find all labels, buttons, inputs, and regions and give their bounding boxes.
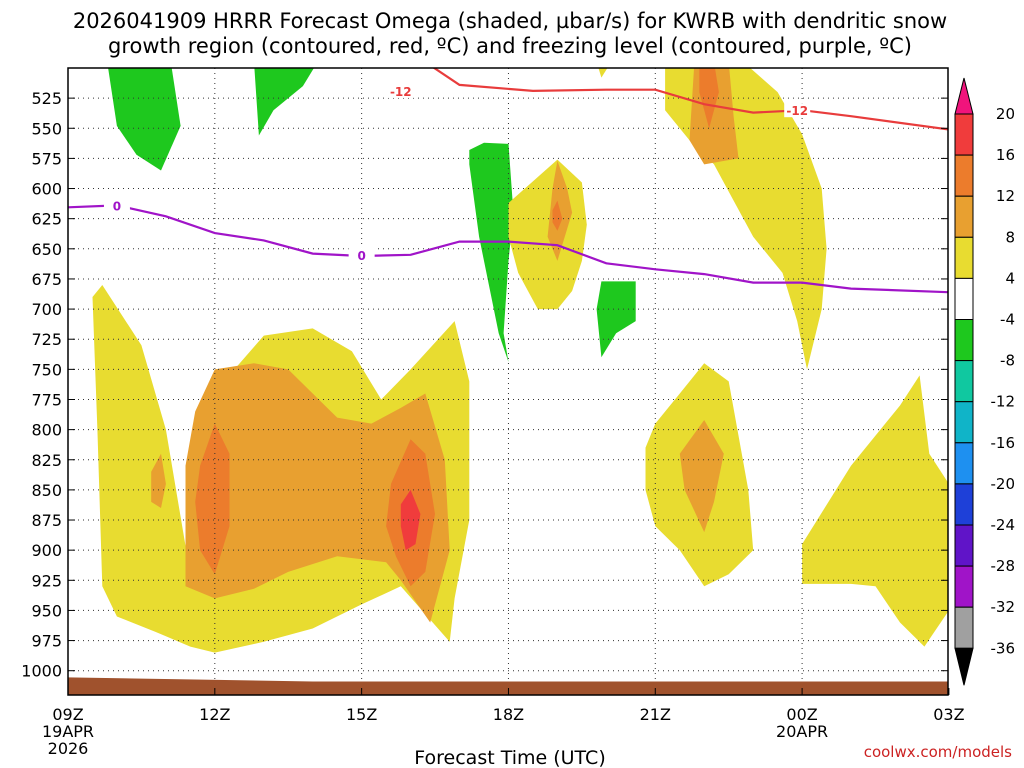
colorbar-label-6: -8 xyxy=(1000,352,1015,370)
colorbar-swatch-9 xyxy=(954,442,974,485)
y-tick-label-925: 925 xyxy=(31,571,62,590)
y-tick-label-675: 675 xyxy=(31,270,62,289)
omega-region-2 xyxy=(469,142,514,363)
colorbar-label-8: -16 xyxy=(991,434,1016,452)
y-tick-label-800: 800 xyxy=(31,421,62,440)
y-tick-label-750: 750 xyxy=(31,360,62,379)
y-tick-label-525: 525 xyxy=(31,89,62,108)
y-tick-label-625: 625 xyxy=(31,210,62,229)
chart-title-line2: growth region (contoured, red, ºC) and f… xyxy=(108,34,912,58)
contour-label-bg-1-0 xyxy=(103,198,130,213)
contour-label-0-1: -12 xyxy=(786,104,808,118)
colorbar-label-5: -4 xyxy=(1000,311,1015,329)
colorbar-swatch-10 xyxy=(954,483,974,526)
x-tick-label-9: 18Z xyxy=(493,705,524,724)
omega-region-16 xyxy=(699,68,719,129)
x-tick-label-12: 21Z xyxy=(640,705,671,724)
y-tick-label-825: 825 xyxy=(31,451,62,470)
y-axis: 525 550 575 600 625 650 675 700 725 750 775 800 825 8… xyxy=(21,89,948,681)
x-axis-label: Forecast Time (UTC) xyxy=(414,747,605,768)
credit-link[interactable]: coolwx.com/models xyxy=(864,743,1012,761)
grid-lines xyxy=(68,68,948,695)
contour-label-1-1: 0 xyxy=(357,249,365,263)
colorbar: 20 16 12 8 4 -4 -8 -12 -16 -20 -24 -28 -32 -36 xyxy=(954,77,1016,686)
colorbar-label-0: 20 xyxy=(996,105,1015,123)
colorbar-swatch-2 xyxy=(954,154,974,197)
omega-region-10 xyxy=(508,159,587,310)
contour-line-0 xyxy=(432,68,948,131)
x-tick-label-0: 09Z xyxy=(52,705,83,724)
y-tick-label-650: 650 xyxy=(31,240,62,259)
y-tick-label-975: 975 xyxy=(31,632,62,651)
y-tick-label-575: 575 xyxy=(31,149,62,168)
omega-region-12 xyxy=(552,200,563,231)
colorbar-label-10: -24 xyxy=(991,516,1016,534)
colorbar-swatch-3 xyxy=(954,195,974,238)
omega-region-0 xyxy=(108,68,181,171)
y-tick-label-1000: 1000 xyxy=(21,662,62,681)
x-tick-label-18: 03Z xyxy=(933,705,964,724)
y-tick-label-550: 550 xyxy=(31,119,62,138)
y-tick-label-725: 725 xyxy=(31,330,62,349)
colorbar-top-arrow xyxy=(954,77,974,115)
colorbar-swatch-1 xyxy=(954,113,974,156)
contour-label-bg-1-1 xyxy=(348,247,375,262)
colorbar-swatch-4 xyxy=(954,236,974,279)
terrain-polygon xyxy=(68,677,948,695)
x-tick-label-3: 12Z xyxy=(199,705,230,724)
omega-region-1 xyxy=(254,68,314,136)
y-tick-label-950: 950 xyxy=(31,601,62,620)
chart-title-line1: 2026041909 HRRR Forecast Omega (shaded, … xyxy=(73,9,947,33)
colorbar-swatch-12 xyxy=(954,565,974,608)
colorbar-swatch-5 xyxy=(954,277,974,320)
omega-region-5 xyxy=(185,363,450,623)
colorbar-swatch-6 xyxy=(954,319,974,362)
y-tick-label-700: 700 xyxy=(31,300,62,319)
contour-line-1 xyxy=(68,204,948,294)
colorbar-label-3: 8 xyxy=(1005,228,1015,246)
colorbar-label-11: -28 xyxy=(991,557,1016,575)
colorbar-swatch-7 xyxy=(954,360,974,403)
x-tick-label-15: 00Z xyxy=(786,705,817,724)
omega-region-13 xyxy=(598,68,608,78)
omega-shading xyxy=(92,68,948,653)
omega-region-19 xyxy=(802,375,948,647)
omega-region-9 xyxy=(151,453,166,508)
y-tick-label-850: 850 xyxy=(31,481,62,500)
colorbar-label-4: 4 xyxy=(1005,269,1015,287)
contour-label-bg-0-0 xyxy=(387,83,414,98)
colorbar-swatch-13 xyxy=(954,606,974,649)
x-tick-year-0: 2026 xyxy=(48,739,89,758)
omega-region-18 xyxy=(679,420,724,533)
contour-label-bg-0-1 xyxy=(784,103,811,118)
omega-region-3 xyxy=(596,281,636,358)
terrain-fill xyxy=(68,677,948,695)
y-tick-label-600: 600 xyxy=(31,180,62,199)
colorbar-bottom-arrow xyxy=(954,647,974,686)
x-tick-sublabel-0: 19APR xyxy=(42,722,94,741)
colorbar-label-1: 16 xyxy=(996,146,1015,164)
y-tick-label-875: 875 xyxy=(31,511,62,530)
omega-region-6 xyxy=(195,423,230,575)
x-tick-sublabel-15: 20APR xyxy=(776,722,828,741)
colorbar-label-12: -32 xyxy=(991,598,1016,616)
colorbar-label-2: 12 xyxy=(996,187,1015,205)
y-tick-label-775: 775 xyxy=(31,390,62,409)
colorbar-label-13: -36 xyxy=(991,639,1016,657)
colorbar-label-7: -12 xyxy=(991,393,1016,411)
contour-label-0-0: -12 xyxy=(390,85,412,99)
colorbar-swatch-11 xyxy=(954,524,974,567)
colorbar-label-9: -20 xyxy=(991,475,1016,493)
omega-region-8 xyxy=(400,489,421,551)
y-tick-label-900: 900 xyxy=(31,541,62,560)
x-tick-label-6: 15Z xyxy=(346,705,377,724)
colorbar-swatch-8 xyxy=(954,401,974,444)
contour-label-1-0: 0 xyxy=(113,199,121,213)
contour-lines: -12 -12 0 0 xyxy=(68,68,948,294)
